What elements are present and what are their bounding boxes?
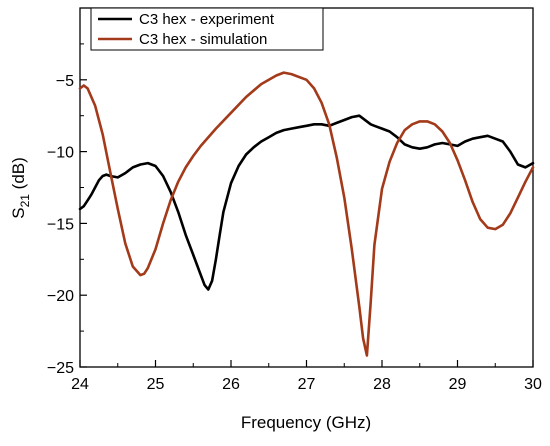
x-tick-label: 24 — [71, 376, 89, 393]
legend-box — [90, 7, 324, 51]
series-line-simulation — [78, 71, 535, 357]
x-tick-label: 26 — [222, 376, 240, 393]
legend-label-experiment: C3 hex - experiment — [139, 11, 275, 28]
x-tick-label: 25 — [147, 376, 165, 393]
y-axis-ticks: −5 −10 −15 −20 −25 — [47, 43, 87, 377]
y-tick-label: −10 — [47, 145, 74, 162]
y-tick-label: −25 — [47, 360, 74, 377]
plot-frame — [79, 7, 534, 368]
y-tick-label: −20 — [47, 288, 74, 305]
y-axis-title-unit: (dB) — [9, 157, 28, 194]
x-tick-label: 30 — [524, 376, 542, 393]
x-tick-label: 28 — [373, 376, 391, 393]
x-tick-label: 29 — [449, 376, 467, 393]
legend: C3 hex - experiment C3 hex - simulation — [90, 7, 324, 51]
y-tick-label: −5 — [56, 73, 74, 90]
series-lines — [78, 71, 535, 357]
x-tick-label: 27 — [298, 376, 316, 393]
y-axis-title-main: S — [9, 207, 28, 218]
y-axis-title: S21 (dB) — [9, 157, 32, 219]
series-line-experiment — [78, 114, 535, 291]
y-tick-label: −15 — [47, 216, 74, 233]
y-axis-title-subscript: 21 — [18, 194, 32, 208]
legend-label-simulation: C3 hex - simulation — [139, 31, 267, 48]
x-axis-title: Frequency (GHz) — [241, 413, 371, 432]
x-axis-ticks: 24 25 26 27 28 29 30 — [71, 360, 542, 393]
